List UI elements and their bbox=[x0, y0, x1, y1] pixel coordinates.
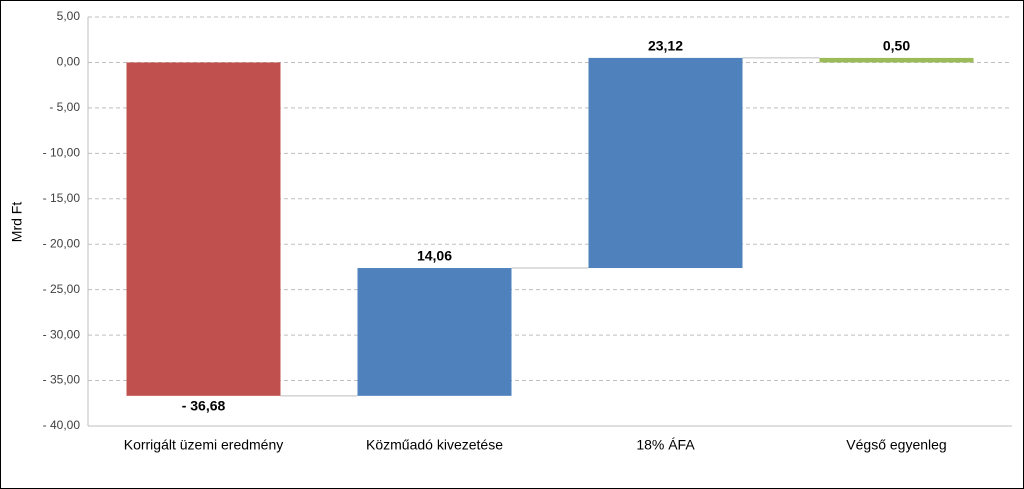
y-tick-label: - 30,00 bbox=[43, 327, 81, 341]
bar bbox=[357, 268, 512, 396]
x-tick-label: Közműadó kivezetése bbox=[366, 437, 503, 453]
y-tick-label: 0,00 bbox=[57, 55, 81, 69]
y-tick-label: - 40,00 bbox=[43, 418, 81, 432]
value-label: 14,06 bbox=[417, 248, 452, 264]
y-tick-label: - 5,00 bbox=[49, 100, 80, 114]
x-tick-label: Végső egyenleg bbox=[846, 437, 946, 453]
y-tick-label: - 15,00 bbox=[43, 191, 81, 205]
y-tick-label: - 10,00 bbox=[43, 146, 81, 160]
y-tick-label: - 35,00 bbox=[43, 373, 81, 387]
x-tick-label: Korrigált üzemi eredmény bbox=[124, 437, 284, 453]
y-tick-label: - 20,00 bbox=[43, 236, 81, 250]
y-tick-label: 5,00 bbox=[57, 9, 81, 23]
y-axis-label: Mrd Ft bbox=[9, 202, 25, 243]
value-label: - 36,68 bbox=[182, 398, 226, 414]
bar bbox=[819, 57, 974, 63]
y-tick-label: - 25,00 bbox=[43, 282, 81, 296]
value-label: 23,12 bbox=[648, 38, 683, 54]
bar bbox=[588, 57, 743, 269]
bar bbox=[126, 62, 281, 396]
value-label: 0,50 bbox=[883, 38, 910, 54]
x-tick-label: 18% ÁFA bbox=[636, 437, 695, 453]
